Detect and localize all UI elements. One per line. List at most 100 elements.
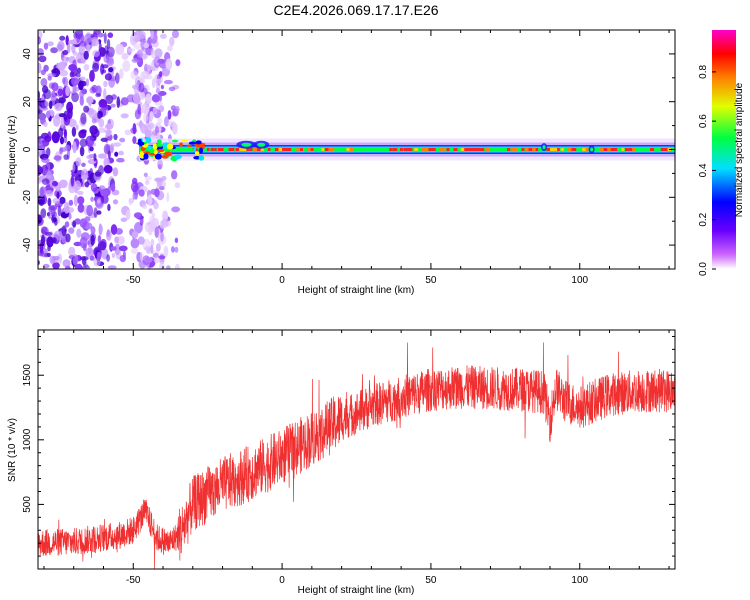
signal-spot [156,143,164,147]
signal-core-segment [349,148,354,151]
noise-blob [106,46,115,58]
signal-core-segment [207,148,210,151]
noise-blob [86,204,94,217]
signal-spot [192,148,197,152]
colorbar-ticks: 0.0 0.2 0.4 0.6 0.8 [698,64,716,276]
noise-blob [160,230,164,242]
signal-spot [194,151,200,156]
noise-blob [79,236,88,249]
noise-blob [159,261,163,269]
signal-core-segment [546,148,551,151]
noise-blob [80,76,86,81]
signal-core-segment [614,148,618,151]
noise-blob [132,177,138,185]
noise-blob [150,49,156,59]
signal-core-segment [528,148,533,151]
noise-blob [47,41,54,47]
signal-spot [137,141,145,146]
noise-blob [130,181,139,193]
colorbar-label: Normalized spectral amplitude [734,82,745,217]
x-tick-label: 100 [571,275,588,286]
signal-core-segment [464,148,470,151]
noise-blob [112,167,119,177]
noise-blob [89,255,95,261]
noise-blob [90,234,95,246]
x-tick-label: 50 [425,275,437,286]
signal-core-segment [599,148,604,151]
noise-blob [146,84,150,92]
noise-blob [75,124,79,131]
noise-blob [38,55,47,63]
signal-core-segment [235,148,240,151]
noise-blob [135,30,143,35]
noise-blob [151,94,160,103]
noise-blob [74,218,81,225]
noise-blob [64,116,68,121]
signal-core-segment [471,148,476,151]
signal-core-segment [321,148,325,151]
noise-blob [120,97,129,106]
noise-blob [40,208,47,219]
noise-blob [89,70,95,82]
spectrogram-x-axis-label: Height of straight line (km) [298,285,415,296]
noise-blob [163,79,173,85]
signal-core-segment [624,148,629,151]
noise-blob [68,227,75,234]
noise-blob [158,93,162,102]
noise-blob [108,67,114,73]
y-tick-label: 40 [22,48,33,60]
noise-blob [65,233,71,243]
noise-blob [93,258,101,267]
noise-blob [118,150,124,156]
noise-blob [150,30,154,40]
noise-blob [70,174,75,187]
noise-blob [106,57,115,67]
noise-blob [139,120,143,129]
y-tick-label: 500 [22,496,33,513]
signal-core-segment [510,148,516,151]
signal-core-segment [460,148,466,151]
noise-blob [120,113,129,119]
chart-title: C2E4.2026.069.17.17.E26 [273,2,438,18]
noise-blob [174,246,179,253]
noise-blob [50,92,57,102]
noise-blob [90,183,98,192]
noise-blob [83,50,89,60]
noise-blob [152,252,159,258]
snr-panel: -50 0 50 100 500 1000 1500 Height of straight… [7,329,676,596]
noise-blob [68,255,75,260]
noise-blob [74,263,83,269]
noise-blob [103,80,108,88]
noise-blob [42,149,46,156]
noise-blob [41,158,50,163]
noise-blob [50,47,58,54]
noise-blob [106,229,110,238]
signal-core-segment [210,148,215,151]
noise-blob [113,133,118,141]
noise-blob [90,196,94,202]
noise-blob [44,100,49,107]
signal-core-segment [567,148,572,151]
noise-blob [111,253,116,258]
noise-blob [48,100,53,109]
signal-core-segment [582,148,586,151]
noise-blob [125,209,131,220]
noise-blob [150,244,154,254]
noise-blob [161,175,167,181]
noise-blob [150,238,155,247]
noise-blob [170,105,177,111]
noise-blob [119,255,127,263]
noise-blob [61,226,66,231]
noise-blob [103,88,107,100]
noise-blob [121,52,129,60]
noise-blob [85,247,94,258]
signal-spot [143,153,149,160]
noise-blob [129,33,138,46]
noise-blob [46,171,53,179]
noise-blob [107,32,114,38]
x-tick-label: -50 [126,575,141,586]
noise-blob [52,217,57,223]
noise-blob [96,251,102,261]
noise-blob [65,35,69,46]
